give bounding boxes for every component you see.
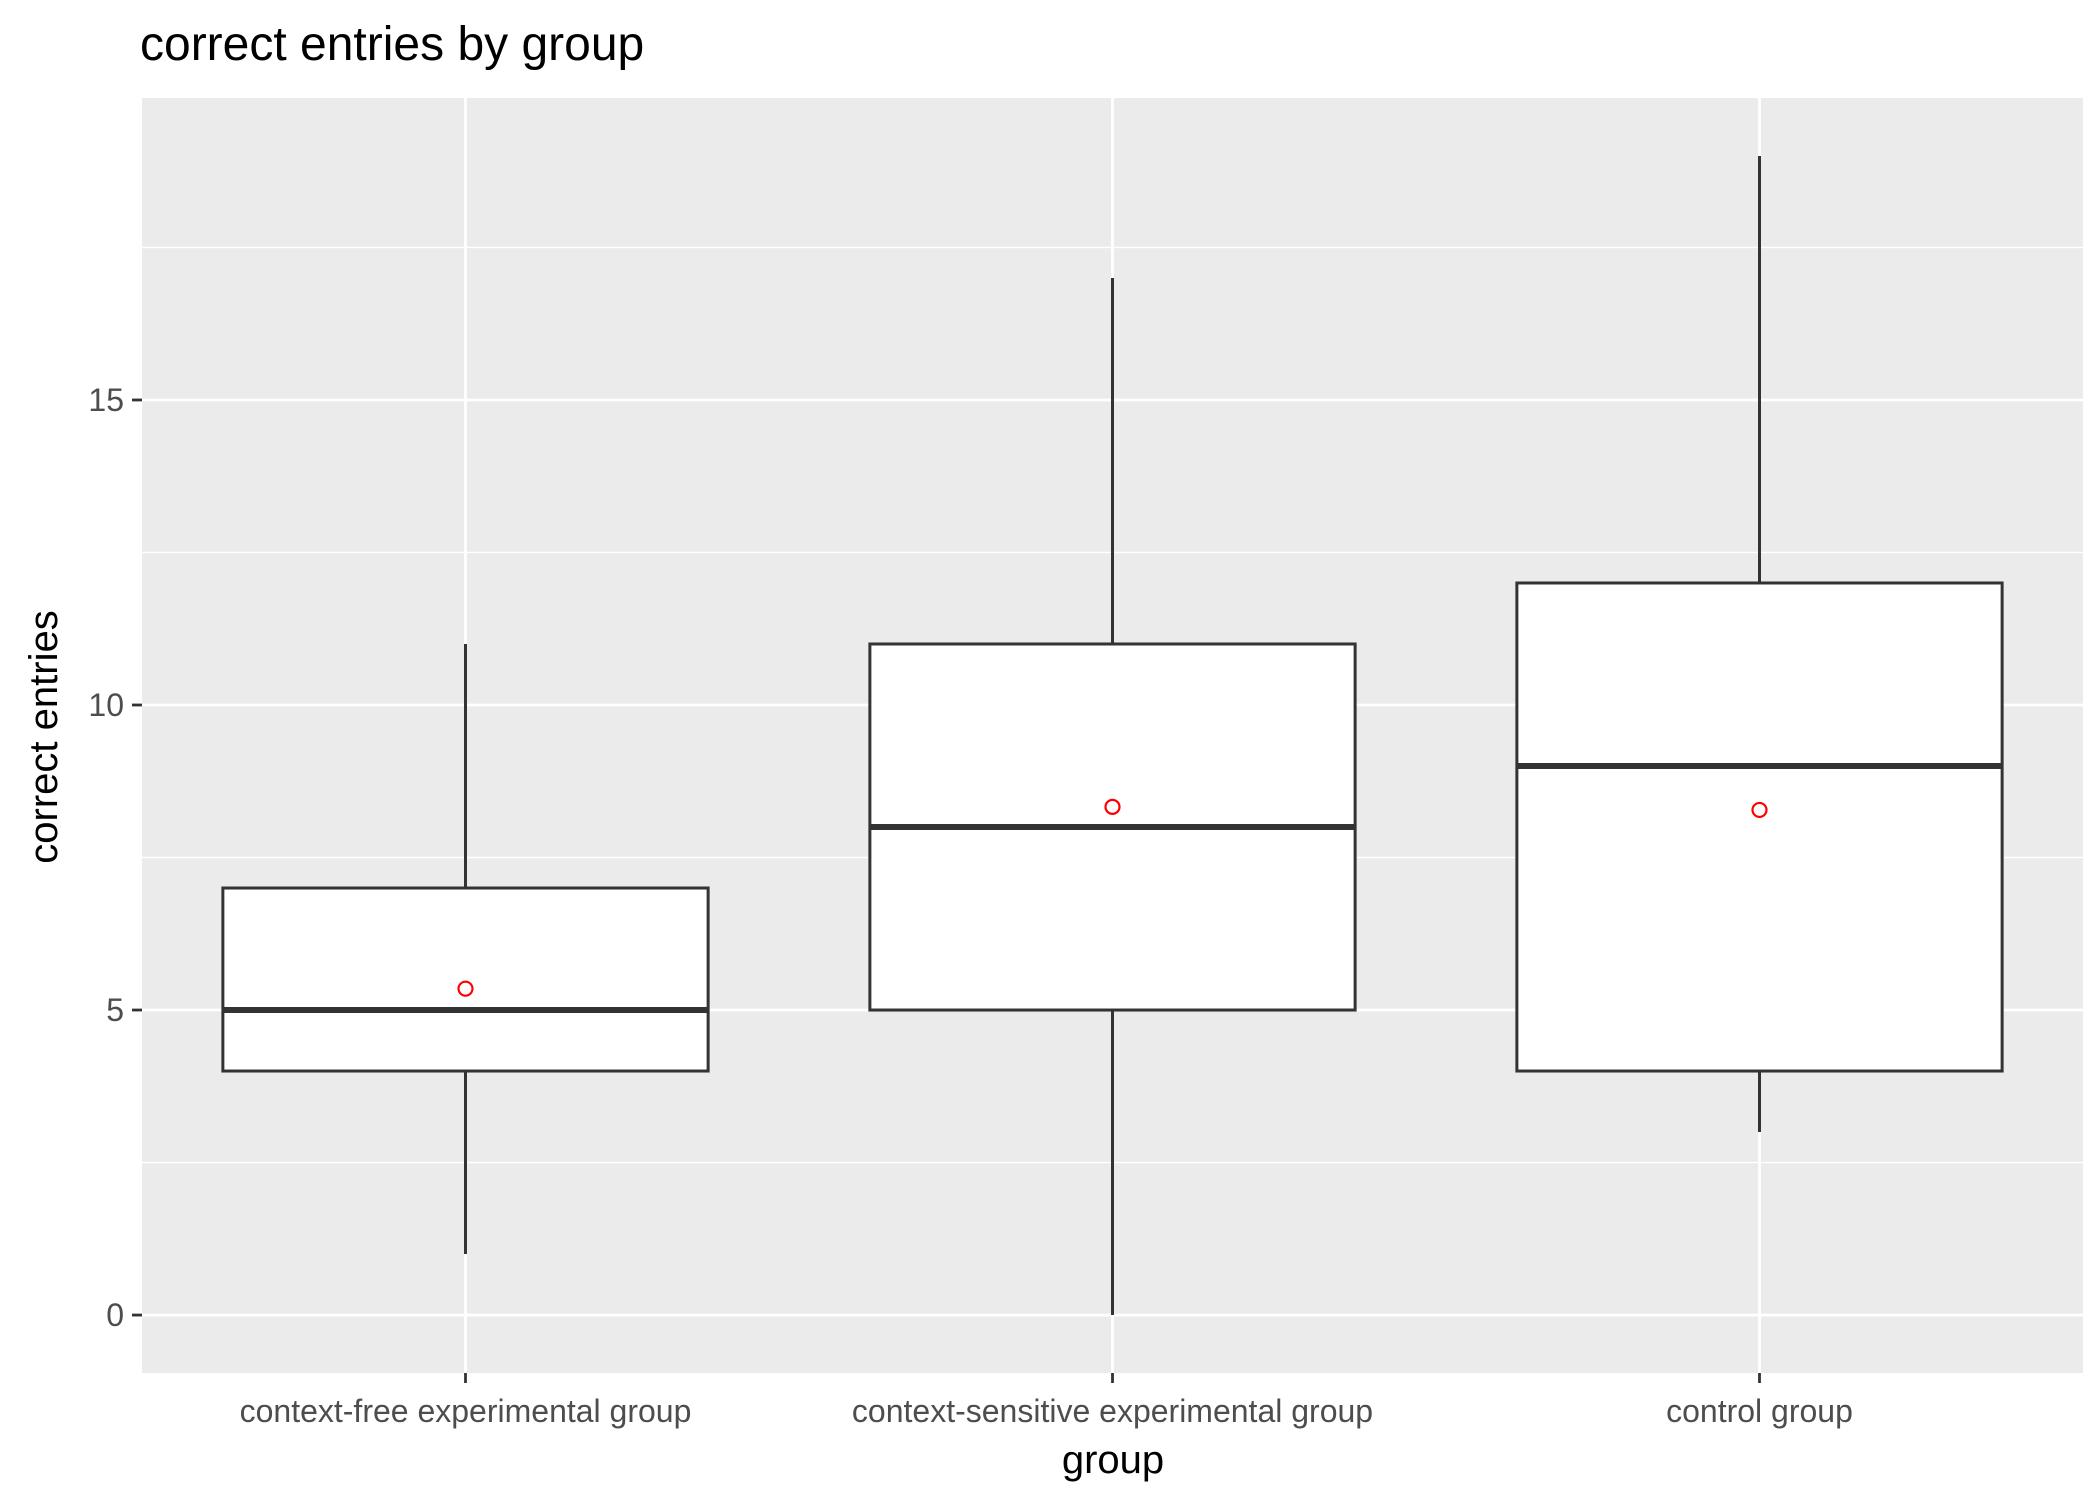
- y-tick-label: 0: [106, 1297, 124, 1333]
- y-tick-label: 15: [88, 382, 124, 418]
- x-axis-title: group: [1062, 1438, 1164, 1482]
- x-tick-label: context-free experimental group: [240, 1393, 692, 1429]
- y-tick-label: 10: [88, 687, 124, 723]
- box-group: [221, 643, 710, 1255]
- x-tick-label: context-sensitive experimental group: [852, 1393, 1373, 1429]
- box-layer: [221, 155, 2004, 1316]
- box-group: [1515, 155, 2004, 1133]
- y-axis-title: correct entries: [22, 610, 66, 863]
- mean-marker: [457, 980, 474, 997]
- chart-title: correct entries by group: [140, 18, 644, 71]
- mean-marker: [1751, 801, 1768, 819]
- x-tick-label: control group: [1666, 1393, 1853, 1429]
- box-iqr: [221, 886, 710, 1073]
- y-axis: 0 5 10 15: [88, 382, 142, 1333]
- x-axis: context-free experimental group context-s…: [240, 1373, 1853, 1429]
- mean-marker: [1104, 798, 1121, 815]
- box-iqr: [1515, 581, 2004, 1073]
- box-group: [868, 277, 1357, 1316]
- y-tick-label: 5: [106, 992, 124, 1028]
